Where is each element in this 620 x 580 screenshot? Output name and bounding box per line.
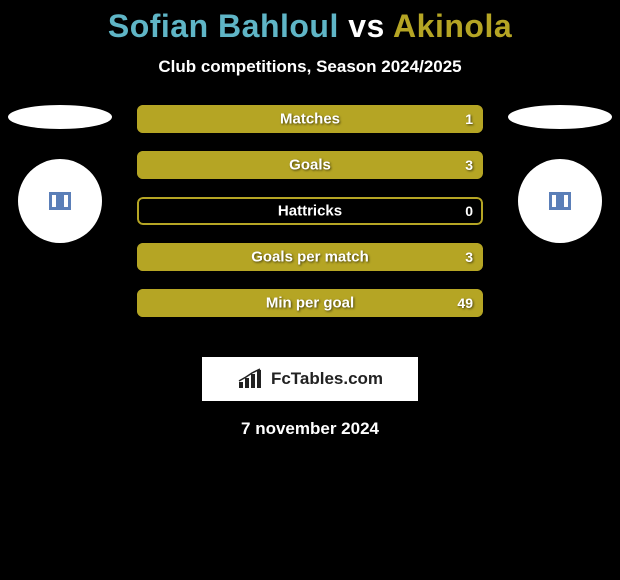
title-player1: Sofian Bahloul [108,8,339,44]
bar-label: Matches [280,111,340,128]
player2-ellipse [508,105,612,129]
player2-avatar [518,159,602,243]
stat-bar: Matches 1 [137,105,483,133]
brand-text: FcTables.com [271,369,383,389]
brand-box: FcTables.com [202,357,418,401]
stat-bar: Hattricks 0 [137,197,483,225]
bar-value-right: 0 [465,203,473,219]
bar-value-right: 3 [465,249,473,265]
bar-label: Hattricks [278,203,342,220]
player1-avatar [18,159,102,243]
stat-bar: Min per goal 49 [137,289,483,317]
placeholder-icon [549,192,571,210]
title-player2: Akinola [393,8,512,44]
stats-area: Matches 1 Goals 3 Hattricks 0 Goals per match 3… [0,105,620,337]
title-vs: vs [348,8,385,44]
bar-label: Min per goal [266,295,354,312]
player2-column [500,105,620,243]
stat-bar: Goals 3 [137,151,483,179]
bar-label: Goals [289,157,331,174]
placeholder-icon [49,192,71,210]
page-title: Sofian Bahloul vs Akinola [0,8,620,45]
bar-label: Goals per match [251,249,369,266]
brand-chart-icon [237,368,265,390]
player1-column [0,105,120,243]
bar-value-right: 49 [457,295,473,311]
stat-bar: Goals per match 3 [137,243,483,271]
player1-ellipse [8,105,112,129]
bar-value-right: 3 [465,157,473,173]
subtitle: Club competitions, Season 2024/2025 [0,57,620,77]
date: 7 november 2024 [0,419,620,439]
stat-bars: Matches 1 Goals 3 Hattricks 0 Goals per match 3… [137,105,483,317]
root: Sofian Bahloul vs Akinola Club competiti… [0,0,620,439]
bar-value-right: 1 [465,111,473,127]
